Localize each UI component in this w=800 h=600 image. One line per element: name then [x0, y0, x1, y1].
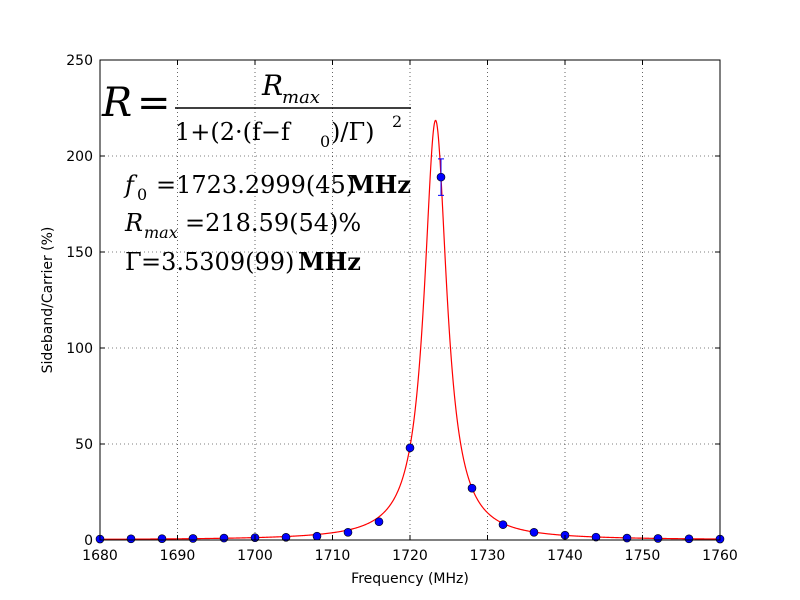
x-tick-label: 1690 [160, 548, 196, 564]
x-tick-label: 1680 [82, 548, 118, 564]
y-tick-label: 250 [66, 53, 93, 69]
formula-equals: = [137, 80, 171, 126]
formula-denominator-sub: 0 [320, 132, 330, 151]
x-tick-label: 1750 [625, 548, 661, 564]
gamma-value: =3.5309(99) [141, 248, 294, 276]
data-point [343, 528, 353, 537]
data-point [591, 532, 601, 542]
data-point [219, 533, 229, 543]
data-point [312, 531, 322, 541]
f0-sub: 0 [137, 185, 147, 204]
formula-annotation: R = R max 1+(2·(f−f 0 )/Γ) 2 [101, 69, 411, 151]
x-axis-label: Frequency (MHz) [351, 571, 469, 587]
gamma-unit: MHz [298, 247, 361, 276]
data-point [622, 533, 632, 543]
rmax-symbol: R [124, 209, 143, 237]
formula-lhs: R [101, 80, 132, 126]
f0-annotation: f 0 =1723.2999(45) MHz [123, 170, 411, 204]
x-tick-label: 1700 [237, 548, 273, 564]
data-point [684, 534, 694, 544]
data-point [498, 520, 508, 529]
f0-unit: MHz [348, 170, 411, 199]
data-point [188, 534, 198, 543]
x-tick-label: 1740 [547, 548, 583, 564]
gamma-symbol: Γ [125, 248, 142, 276]
data-point [281, 533, 291, 542]
rmax-value: =218.59(54)% [185, 209, 361, 237]
y-tick-label: 0 [84, 533, 93, 549]
data-point [374, 517, 384, 527]
formula-numerator: R [261, 69, 283, 102]
data-point [529, 528, 539, 537]
formula-denominator-2: )/Γ) [331, 118, 374, 146]
data-point [436, 172, 446, 182]
rmax-sub: max [144, 223, 178, 242]
gamma-annotation: Γ =3.5309(99) MHz [125, 247, 361, 276]
formula-numerator-sub: max [282, 87, 320, 108]
y-axis-label: Sideband/Carrier (%) [40, 227, 56, 374]
formula-denominator-sup: 2 [392, 112, 402, 131]
x-tick-label: 1760 [702, 548, 738, 564]
y-tick-label: 100 [66, 341, 93, 357]
data-point [653, 534, 663, 543]
f0-symbol: f [123, 171, 138, 199]
x-tick-label: 1720 [392, 548, 428, 564]
formula-denominator-1: 1+(2·(f−f [175, 118, 292, 146]
data-point [157, 534, 167, 543]
data-point [126, 534, 136, 544]
rmax-annotation: R max =218.59(54)% [124, 209, 361, 242]
x-tick-label: 1730 [470, 548, 506, 564]
data-point [405, 443, 415, 453]
x-tick-label: 1710 [315, 548, 351, 564]
f0-value: =1723.2999(45) [156, 171, 355, 199]
y-tick-label: 200 [66, 149, 93, 165]
y-tick-label: 150 [66, 245, 93, 261]
y-tick-label: 50 [75, 437, 93, 453]
ticks: 1680 1690 1700 1710 1720 1730 1740 1750 1760 0 50 1… [66, 53, 738, 564]
data-point [467, 483, 477, 493]
